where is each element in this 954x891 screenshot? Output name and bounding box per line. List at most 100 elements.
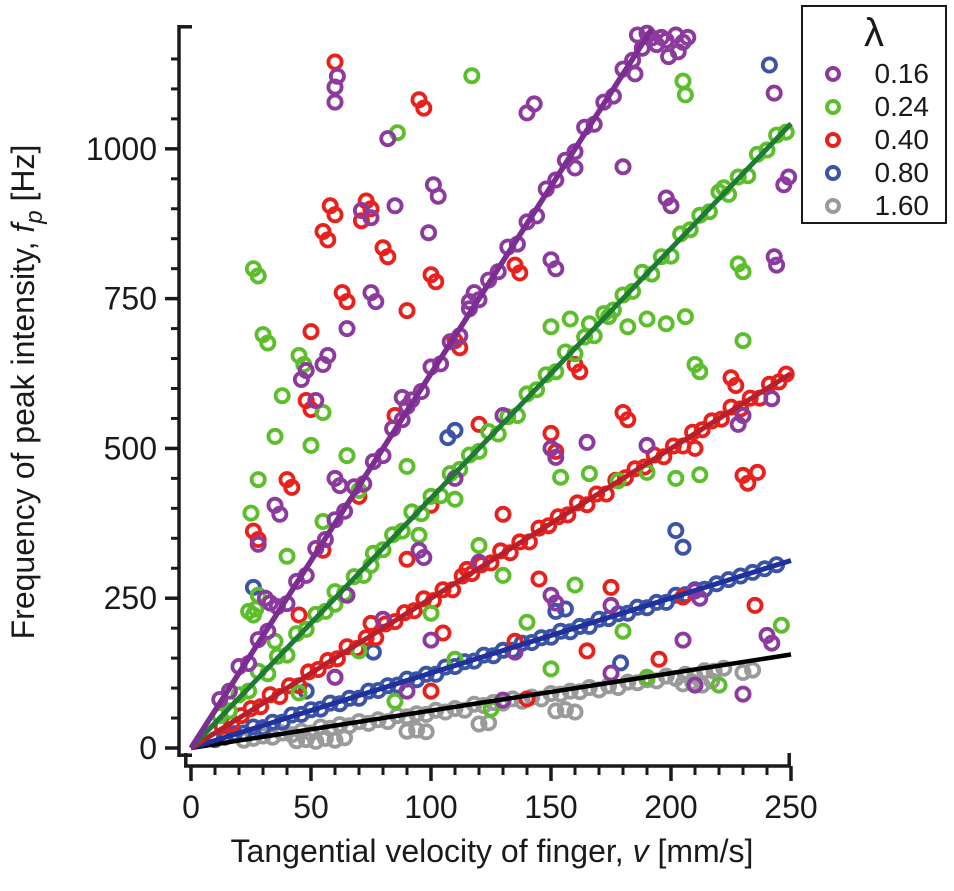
data-point — [357, 629, 375, 647]
data-point — [746, 596, 764, 614]
data-point — [542, 660, 560, 678]
data-point — [542, 318, 560, 336]
data-point — [727, 376, 745, 394]
data-point — [674, 631, 692, 649]
data-point — [398, 302, 416, 320]
data-point — [463, 67, 481, 85]
data-point — [470, 715, 488, 733]
data-point — [338, 447, 356, 465]
data-point — [619, 411, 637, 429]
data-point — [741, 389, 759, 407]
data-point — [379, 248, 397, 266]
data-point — [470, 537, 488, 555]
data-point — [547, 448, 565, 466]
series-lambda-0.16 — [211, 24, 798, 709]
data-point — [220, 702, 238, 720]
data-point — [266, 427, 284, 445]
data-point — [729, 415, 747, 433]
data-point — [664, 437, 682, 455]
data-point — [297, 620, 315, 638]
fit-line-lambda-0.24 — [189, 121, 793, 750]
data-point — [679, 28, 697, 46]
data-point — [268, 647, 286, 665]
data-point — [578, 642, 596, 660]
data-point — [261, 594, 279, 612]
x-tick-label: 150 — [524, 789, 577, 825]
data-point — [420, 224, 438, 242]
data-point — [760, 56, 778, 74]
data-point — [386, 692, 404, 710]
data-point — [309, 661, 327, 679]
data-point — [307, 732, 325, 750]
data-point — [328, 67, 346, 85]
data-point — [547, 171, 565, 189]
data-point — [556, 701, 574, 719]
data-point — [436, 703, 454, 721]
data-point — [614, 622, 632, 640]
data-point — [540, 517, 558, 535]
legend-row: 0.16 — [803, 57, 945, 90]
data-point — [278, 547, 296, 565]
legend-box: λ 0.16 0.24 0.40 0.80 1.60 — [801, 5, 947, 224]
data-point — [494, 505, 512, 523]
data-point — [307, 391, 325, 409]
legend-marker-lambda-024-icon — [825, 98, 841, 115]
data-point — [408, 721, 426, 739]
fit-line-lambda-0.16 — [188, 27, 655, 750]
data-point — [427, 273, 445, 291]
legend-label: 0.40 — [874, 123, 930, 155]
data-point — [429, 187, 447, 205]
data-point — [352, 212, 370, 230]
data-point — [566, 703, 584, 721]
fit-line-lambda-0.40 — [189, 371, 793, 751]
data-point — [379, 130, 397, 148]
data-point — [676, 86, 694, 104]
data-point — [393, 522, 411, 540]
data-point — [302, 436, 320, 454]
data-point — [691, 466, 709, 484]
data-point — [669, 43, 687, 61]
x-tick-label: 100 — [404, 789, 457, 825]
data-point — [609, 472, 627, 490]
data-point — [734, 664, 752, 682]
data-point — [297, 731, 315, 749]
data-point — [691, 363, 709, 381]
data-point — [638, 436, 656, 454]
data-point — [734, 332, 752, 350]
y-tick-label: 1000 — [86, 131, 157, 167]
data-point — [758, 141, 776, 159]
legend-title: λ — [864, 11, 884, 55]
legend-marker-lambda-160-icon — [825, 197, 841, 214]
data-point — [314, 355, 332, 373]
data-point — [326, 93, 344, 111]
data-point — [494, 566, 512, 584]
x-tick-label: 250 — [764, 789, 817, 825]
data-point — [367, 293, 385, 311]
data-point — [249, 535, 267, 553]
data-point — [729, 168, 747, 186]
data-point — [415, 549, 433, 567]
data-point — [314, 403, 332, 421]
data-point — [434, 624, 452, 642]
legend-row: 0.24 — [803, 90, 945, 123]
data-point — [765, 248, 783, 266]
data-point — [763, 390, 781, 408]
data-point — [518, 613, 536, 631]
data-point — [326, 668, 344, 686]
data-point — [398, 682, 416, 700]
data-point — [561, 310, 579, 328]
data-point — [763, 634, 781, 652]
x-tick-label: 200 — [644, 789, 697, 825]
x-tick-label: 0 — [182, 789, 200, 825]
data-point — [768, 256, 786, 274]
data-point — [739, 474, 757, 492]
data-point — [681, 221, 699, 239]
data-point — [528, 381, 546, 399]
data-point — [283, 478, 301, 496]
data-point — [734, 685, 752, 703]
data-point — [422, 682, 440, 700]
data-point — [290, 684, 308, 702]
legend-row: 1.60 — [803, 189, 945, 222]
data-point — [525, 95, 543, 113]
data-point — [242, 504, 260, 522]
